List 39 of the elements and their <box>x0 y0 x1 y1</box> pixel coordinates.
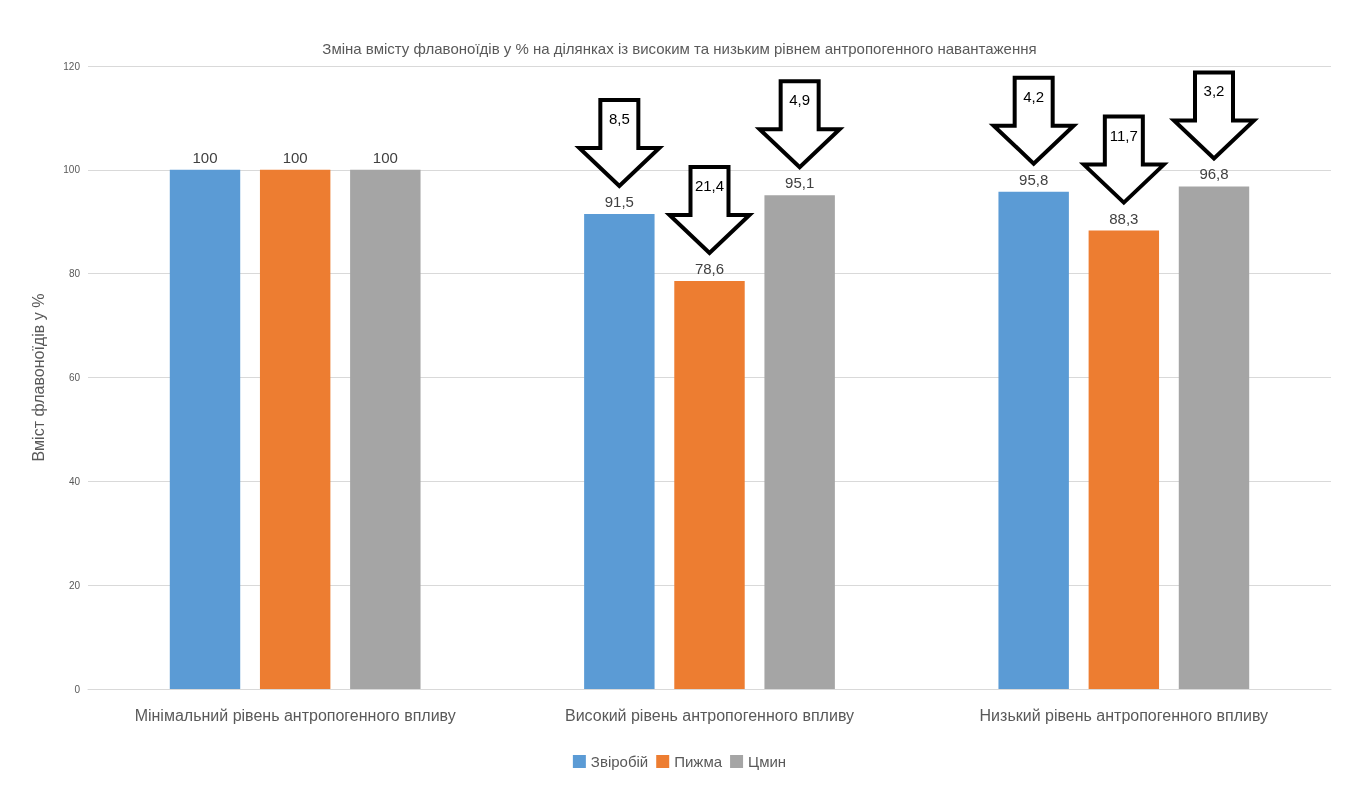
legend-label: Цмин <box>748 753 787 770</box>
x-tick-label: Мінімальний рівень антропогенного впливу <box>134 706 456 724</box>
data-label: 91,5 <box>604 192 634 210</box>
bar <box>350 169 421 689</box>
x-tick-label: Високий рівень антропогенного впливу <box>564 706 855 724</box>
bar <box>1088 230 1160 689</box>
data-label: 100 <box>372 148 398 166</box>
data-label: 95,8 <box>1019 170 1049 188</box>
bar <box>998 191 1069 689</box>
y-tick-label: 100 <box>63 164 81 176</box>
y-axis-title: Вміст флавоноїдів у % <box>29 293 47 462</box>
bar <box>169 169 241 689</box>
annotation: 3,2 <box>1203 82 1225 100</box>
legend-label: Пижма <box>674 753 723 770</box>
annotation: 8,5 <box>608 109 630 127</box>
bar <box>1178 186 1250 689</box>
bar <box>259 169 331 689</box>
data-label: 100 <box>192 148 218 166</box>
y-tick-label: 120 <box>63 60 81 72</box>
data-label: 95,1 <box>785 174 815 192</box>
bar <box>764 195 835 689</box>
y-tick-label: 0 <box>74 683 81 695</box>
y-tick-label: 20 <box>68 579 81 591</box>
annotation: 4,2 <box>1023 87 1045 105</box>
y-tick-label: 60 <box>68 372 81 383</box>
chart-title: Зміна вмісту флавоноїдів у % на ділянках із високим та низьким рівнем антропогенного навантаження <box>322 40 1037 57</box>
x-tick-label: Низький рівень антропогенного впливу <box>979 706 1269 724</box>
legend-label: Звіробій <box>590 753 649 770</box>
annotation: 21,4 <box>694 176 725 194</box>
bar <box>584 213 655 689</box>
y-tick-label: 40 <box>68 475 81 487</box>
annotation: 11,7 <box>1109 126 1138 144</box>
data-label: 96,8 <box>1199 165 1229 183</box>
y-tick-label: 80 <box>68 268 81 280</box>
data-label: 88,3 <box>1109 209 1139 227</box>
data-label: 100 <box>282 148 308 166</box>
annotation: 4,9 <box>789 91 811 109</box>
data-label: 78,6 <box>694 259 725 277</box>
bar <box>674 280 745 689</box>
